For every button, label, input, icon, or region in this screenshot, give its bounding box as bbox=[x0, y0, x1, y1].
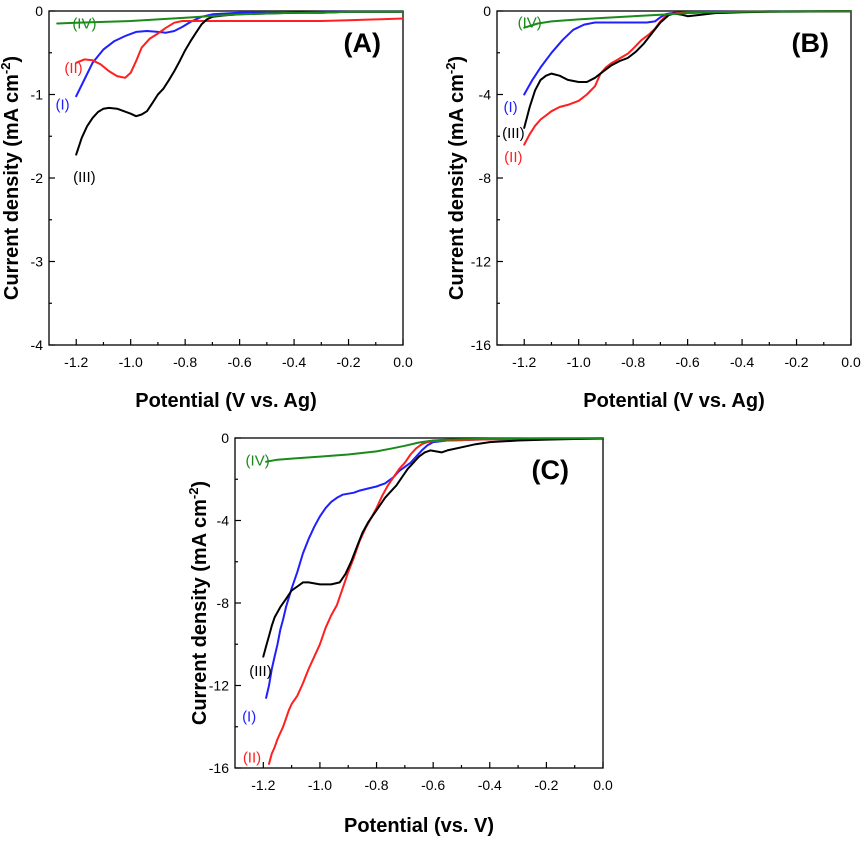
y-axis-title-superscript: -2 bbox=[186, 488, 201, 500]
panel-a-y-tick-label: -1 bbox=[31, 87, 44, 103]
panel-b-y-tick-label: -4 bbox=[479, 87, 492, 103]
panel-c-title: (C) bbox=[532, 455, 569, 485]
panel-c-y-tick-label: -12 bbox=[209, 678, 229, 694]
panel-b-curve-label: (IV) bbox=[518, 14, 542, 31]
panel-a-series-iv bbox=[56, 10, 404, 25]
panel-c-x-tick-label: -0.2 bbox=[534, 777, 558, 793]
panel-a-y-tick-label: -4 bbox=[31, 337, 44, 353]
panel-c: -1.2 -1.0 -0.8 -0.6 -0.4 -0.2 0.0 0 -4 -8 -12 -16 (I… bbox=[186, 430, 613, 837]
panel-c-x-tick-label: -1.2 bbox=[251, 777, 275, 793]
panel-c-y-axis-title: Current density (mA cm-2) bbox=[186, 481, 211, 725]
panel-b-curve-label: (III) bbox=[502, 125, 525, 142]
panel-c-x-axis-title: Potential (vs. V) bbox=[344, 815, 494, 837]
panel-a-x-tick-label: 0.0 bbox=[393, 354, 413, 370]
panel-b-y-tick-label: -12 bbox=[471, 254, 491, 270]
panel-a-y-tick-label: -3 bbox=[31, 254, 44, 270]
panel-c-x-tick-label: -1.0 bbox=[308, 777, 332, 793]
panel-a-curve-label: (IV) bbox=[72, 16, 96, 33]
panel-a-curve-label: (II) bbox=[64, 60, 82, 77]
panel-b: -1.2 -1.0 -0.8 -0.6 -0.4 -0.2 0.0 0 -4 -8 -12 -16 (I… bbox=[443, 3, 861, 412]
panel-c-x-tick-label: -0.8 bbox=[364, 777, 388, 793]
panel-b-y-axis-title: Current density (mA cm-2) bbox=[443, 56, 468, 300]
panel-c-plot-frame bbox=[234, 437, 604, 769]
panel-c-x-tick-label: -0.6 bbox=[421, 777, 445, 793]
panel-c-curve-label: (III) bbox=[249, 663, 272, 680]
panel-b-curve-label: (II) bbox=[504, 149, 522, 166]
panel-b-y-tick-label: -16 bbox=[471, 337, 491, 353]
panel-c-curve-label: (II) bbox=[243, 750, 261, 767]
panel-a-x-tick-label: -0.6 bbox=[228, 354, 252, 370]
panel-c-series-iii bbox=[262, 437, 604, 658]
y-axis-title-end: ) bbox=[1, 56, 23, 63]
panel-b-x-tick-label: -1.2 bbox=[512, 354, 536, 370]
panel-b-curve-label: (I) bbox=[504, 99, 518, 116]
y-axis-title-main: Current density (mA cm bbox=[446, 74, 468, 300]
panel-c-x-tick-label: -0.4 bbox=[478, 777, 502, 793]
panel-b-x-tick-label: -1.0 bbox=[567, 354, 591, 370]
panel-a-y-axis-title: Current density (mA cm-2) bbox=[0, 56, 23, 300]
y-axis-title-end: ) bbox=[189, 481, 211, 488]
panel-b-x-tick-label: -0.8 bbox=[621, 354, 645, 370]
panel-c-curve-label: (IV) bbox=[246, 453, 270, 470]
panel-a-x-tick-label: -1.0 bbox=[119, 354, 143, 370]
panel-a-x-axis-title: Potential (V vs. Ag) bbox=[135, 390, 317, 412]
panel-a-x-tick-label: -0.8 bbox=[173, 354, 197, 370]
panel-c-series-iv bbox=[265, 437, 604, 463]
panel-a-plot-frame bbox=[48, 10, 404, 346]
y-axis-title-superscript: -2 bbox=[443, 63, 458, 75]
y-axis-title-end: ) bbox=[446, 56, 468, 63]
panel-a-title: (A) bbox=[344, 28, 381, 58]
panel-c-curve-label: (I) bbox=[242, 708, 256, 725]
panel-b-y-tick-label: -8 bbox=[479, 170, 492, 186]
panel-a-curve-label: (III) bbox=[73, 169, 96, 186]
panel-a-x-tick-label: -0.4 bbox=[282, 354, 306, 370]
panel-b-series-iv bbox=[523, 10, 852, 29]
y-axis-title-superscript: -2 bbox=[0, 63, 13, 75]
panel-a-y-tick-label: -2 bbox=[31, 170, 44, 186]
panel-b-x-tick-label: 0.0 bbox=[841, 354, 861, 370]
panel-c-y-tick-label: -4 bbox=[217, 513, 230, 529]
panel-b-x-tick-label: -0.6 bbox=[676, 354, 700, 370]
panel-b-plot-frame bbox=[496, 10, 852, 346]
panel-c-y-tick-label: 0 bbox=[221, 430, 229, 446]
panel-c-x-tick-label: 0.0 bbox=[593, 777, 613, 793]
panel-a: -1.2 -1.0 -0.8 -0.6 -0.4 -0.2 0.0 0 -1 -2 -3 -4 (IV)… bbox=[0, 3, 413, 412]
panel-b-title: (B) bbox=[792, 28, 829, 58]
y-axis-title-main: Current density (mA cm bbox=[1, 74, 23, 300]
panel-b-x-tick-label: -0.4 bbox=[730, 354, 754, 370]
panel-a-y-tick-label: 0 bbox=[35, 3, 43, 19]
panel-b-y-tick-label: 0 bbox=[483, 3, 491, 19]
panel-c-series-ii bbox=[268, 437, 604, 765]
y-axis-title-main: Current density (mA cm bbox=[189, 499, 211, 725]
panel-a-series-ii bbox=[75, 17, 404, 79]
panel-b-x-axis-title: Potential (V vs. Ag) bbox=[583, 390, 765, 412]
panel-a-curve-label: (I) bbox=[56, 97, 70, 114]
panel-b-x-tick-label: -0.2 bbox=[784, 354, 808, 370]
panel-c-y-tick-label: -8 bbox=[217, 595, 230, 611]
panel-c-y-tick-label: -16 bbox=[209, 760, 229, 776]
panel-a-x-tick-label: -0.2 bbox=[336, 354, 360, 370]
panel-a-x-tick-label: -1.2 bbox=[64, 354, 88, 370]
